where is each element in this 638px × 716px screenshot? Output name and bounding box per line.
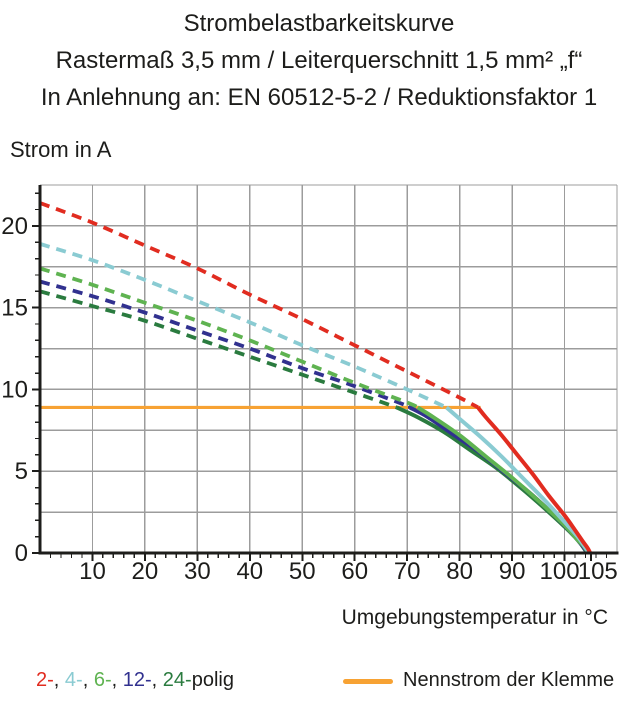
x-tick-label: 20 <box>132 558 159 585</box>
series-solid-24-polig <box>395 405 589 555</box>
x-tick-label: 50 <box>289 558 316 585</box>
legend-pole-6-polig: 6- <box>93 669 112 691</box>
chart-title: Strombelastbarkeitskurve Rastermaß 3,5 m… <box>0 5 638 116</box>
x-tick-label: 10 <box>79 558 106 585</box>
x-tick-label: 100 <box>540 558 580 585</box>
legend-pole-12-polig: 12- <box>122 669 152 691</box>
nominal-current-swatch <box>343 679 393 684</box>
series-dashed-4-polig <box>39 242 448 410</box>
legend-poles: 2-, 4-, 6-, 12-, 24-polig <box>36 669 234 692</box>
legend-separator: , <box>151 669 163 691</box>
x-tick-label: 30 <box>184 558 211 585</box>
series-dashed-24-polig <box>39 289 398 410</box>
x-axis-label: Umgebungstemperatur in °C <box>341 606 608 629</box>
legend-separator: , <box>53 669 65 691</box>
legend-separator: , <box>82 669 94 691</box>
series-dashed-12-polig <box>39 279 414 410</box>
x-tick-label: 70 <box>394 558 421 585</box>
y-tick-label: 5 <box>15 458 28 485</box>
x-tick-label: 80 <box>446 558 473 585</box>
chart-title-line2: Rastermaß 3,5 mm / Leiterquerschnitt 1,5… <box>55 47 583 74</box>
series-dashed-6-polig <box>39 266 419 410</box>
x-tick-label: 60 <box>341 558 368 585</box>
legend-pole-2-polig: 2- <box>36 669 54 691</box>
y-tick-label: 15 <box>1 295 28 322</box>
nominal-current-label: Nennstrom der Klemme <box>403 669 615 691</box>
legend-suffix: polig <box>191 669 234 691</box>
y-tick-label: 20 <box>1 213 28 240</box>
chart-title-line1: Strombelastbarkeitskurve <box>183 10 455 37</box>
series-dashed-2-polig <box>39 201 479 410</box>
y-axis-label: Strom in A <box>10 137 112 162</box>
x-tick-label: 40 <box>236 558 263 585</box>
y-tick-label: 0 <box>15 540 28 567</box>
x-tick-label: 105 <box>578 558 618 585</box>
legend-pole-4-polig: 4- <box>64 669 83 691</box>
x-tick-label: 90 <box>499 558 526 585</box>
legend-separator: , <box>111 669 123 691</box>
y-tick-label: 10 <box>1 376 28 403</box>
chart-title-line3: In Anlehnung an: EN 60512-5-2 / Reduktio… <box>40 84 598 111</box>
legend-pole-24-polig: 24- <box>162 669 192 691</box>
series-solid-2-polig <box>476 406 593 554</box>
